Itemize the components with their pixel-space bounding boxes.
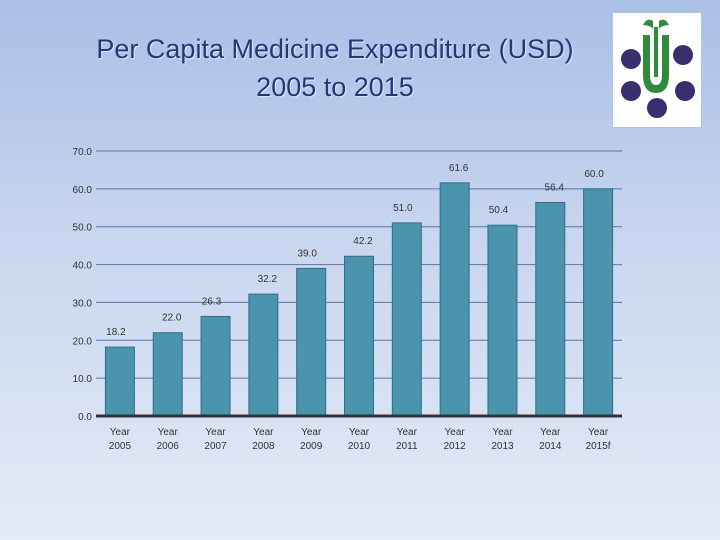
title-line-1: Per Capita Medicine Expenditure (USD): [96, 34, 574, 64]
pharma-logo-icon: [621, 19, 695, 118]
x-tick-label: 2007: [204, 441, 227, 452]
y-tick-label: 30.0: [73, 298, 93, 309]
y-tick-label: 70.0: [73, 147, 93, 158]
x-tick-label: Year: [205, 427, 226, 438]
x-tick-label: 2010: [348, 441, 371, 452]
y-tick-label: 40.0: [73, 261, 93, 272]
bar: [152, 332, 183, 417]
x-tick-label: 2005: [109, 441, 132, 452]
bar: [583, 188, 614, 417]
x-tick-label: Year: [110, 427, 131, 438]
x-tick-label: Year: [588, 427, 609, 438]
data-label: 22.0: [162, 313, 182, 324]
x-tick-label: 2009: [300, 441, 323, 452]
logo: [612, 12, 702, 128]
x-tick-label: Year: [445, 427, 466, 438]
x-tick-label: 2006: [157, 441, 180, 452]
x-tick-label: Year: [540, 427, 561, 438]
y-tick-label: 0.0: [78, 412, 92, 423]
bar: [439, 182, 470, 417]
x-tick-label: Year: [349, 427, 370, 438]
x-tick-label: 2008: [252, 441, 275, 452]
bar: [248, 293, 279, 417]
y-tick-label: 10.0: [73, 374, 93, 385]
x-tick-label: 2013: [491, 441, 514, 452]
data-label: 50.4: [489, 205, 509, 216]
x-tick-label: 2011: [396, 441, 418, 452]
page-title: Per Capita Medicine Expenditure (USD) 20…: [40, 30, 630, 106]
data-label: 26.3: [202, 296, 222, 307]
bar: [200, 315, 231, 417]
bar: [535, 201, 566, 417]
x-tick-label: 2014: [539, 441, 562, 452]
bar: [391, 222, 422, 417]
data-label: 51.0: [393, 203, 413, 214]
y-tick-label: 60.0: [73, 185, 93, 196]
y-tick-label: 50.0: [73, 223, 93, 234]
x-tick-label: Year: [253, 427, 274, 438]
y-tick-label: 20.0: [73, 336, 93, 347]
data-label: 32.2: [258, 274, 278, 285]
bar: [104, 346, 135, 417]
x-tick-label: Year: [301, 427, 322, 438]
bar: [487, 224, 518, 417]
data-label: 56.4: [545, 182, 565, 193]
bar: [296, 267, 327, 417]
data-label: 61.6: [449, 163, 469, 174]
bar: [344, 255, 374, 417]
x-tick-label: Year: [397, 427, 418, 438]
title-line-2: 2005 to 2015: [256, 72, 414, 102]
x-tick-label: Year: [158, 427, 179, 438]
x-tick-label: 2015f: [586, 441, 611, 452]
x-tick-label: 2012: [444, 441, 467, 452]
data-label: 60.0: [584, 169, 604, 180]
data-label: 42.2: [353, 236, 373, 247]
x-tick-label: Year: [492, 427, 513, 438]
data-label: 18.2: [106, 327, 126, 338]
data-label: 39.0: [297, 248, 317, 259]
